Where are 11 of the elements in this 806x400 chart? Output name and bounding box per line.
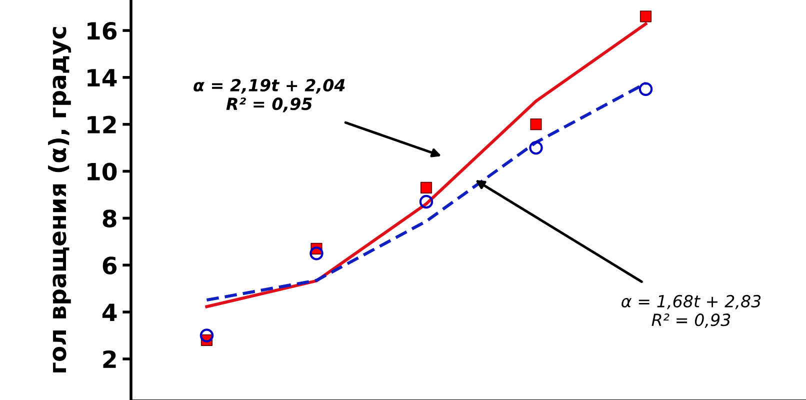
y-tick-label: 16	[88, 22, 117, 40]
y-tick-label: 12	[88, 116, 116, 134]
y-tick-label: 14	[88, 69, 117, 86]
y-tick-label: 2	[103, 350, 116, 368]
y-tick-label: 6	[102, 256, 117, 274]
y-tick-label: 10	[88, 162, 117, 181]
y-axis-title: гол вращения (α), градус	[48, 27, 72, 372]
annotation: α = 2,19t + 2,04 R² = 0,95	[194, 78, 345, 112]
y-tick-label: 8	[102, 210, 116, 228]
annotation: α = 1,68t + 2,83 R² = 0,93	[622, 294, 761, 328]
y-tick-label: 4	[102, 304, 117, 321]
